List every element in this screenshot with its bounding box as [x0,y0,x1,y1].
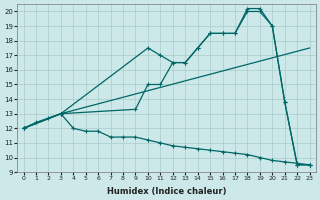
X-axis label: Humidex (Indice chaleur): Humidex (Indice chaleur) [107,187,226,196]
